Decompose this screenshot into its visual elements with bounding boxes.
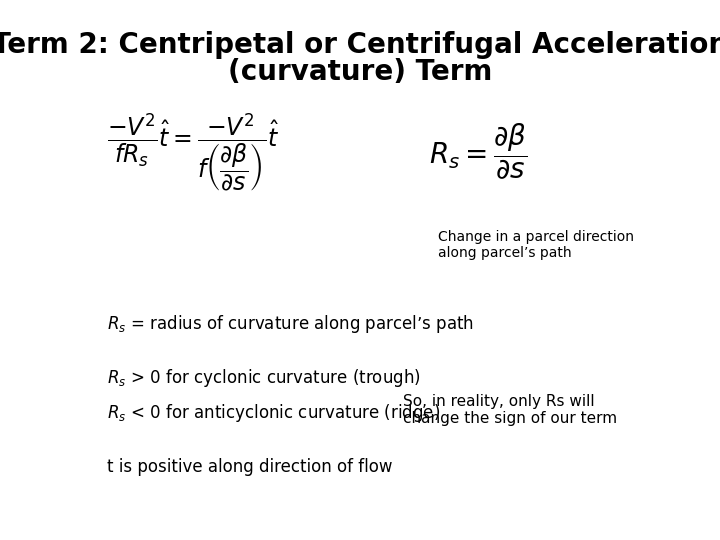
Text: Term 2: Centripetal or Centrifugal Acceleration: Term 2: Centripetal or Centrifugal Accel… <box>0 31 720 59</box>
Text: So, in reality, only Rs will
change the sign of our term: So, in reality, only Rs will change the … <box>403 394 617 426</box>
Text: $R_s$ > 0 for cyclonic curvature (trough): $R_s$ > 0 for cyclonic curvature (trough… <box>107 367 420 389</box>
Text: $\dfrac{-V^2}{fR_s}\hat{t} = \dfrac{-V^2}{f\left(\dfrac{\partial\beta}{\partial : $\dfrac{-V^2}{fR_s}\hat{t} = \dfrac{-V^2… <box>107 111 279 193</box>
Text: t is positive along direction of flow: t is positive along direction of flow <box>107 458 392 476</box>
Text: $R_s = \dfrac{\partial\beta}{\partial s}$: $R_s = \dfrac{\partial\beta}{\partial s}… <box>429 122 528 182</box>
Text: $R_s$ < 0 for anticyclonic curvature (ridge): $R_s$ < 0 for anticyclonic curvature (ri… <box>107 402 440 423</box>
Text: $R_s$ = radius of curvature along parcel’s path: $R_s$ = radius of curvature along parcel… <box>107 313 474 335</box>
Text: (curvature) Term: (curvature) Term <box>228 58 492 86</box>
Text: Change in a parcel direction
along parcel’s path: Change in a parcel direction along parce… <box>438 230 634 260</box>
